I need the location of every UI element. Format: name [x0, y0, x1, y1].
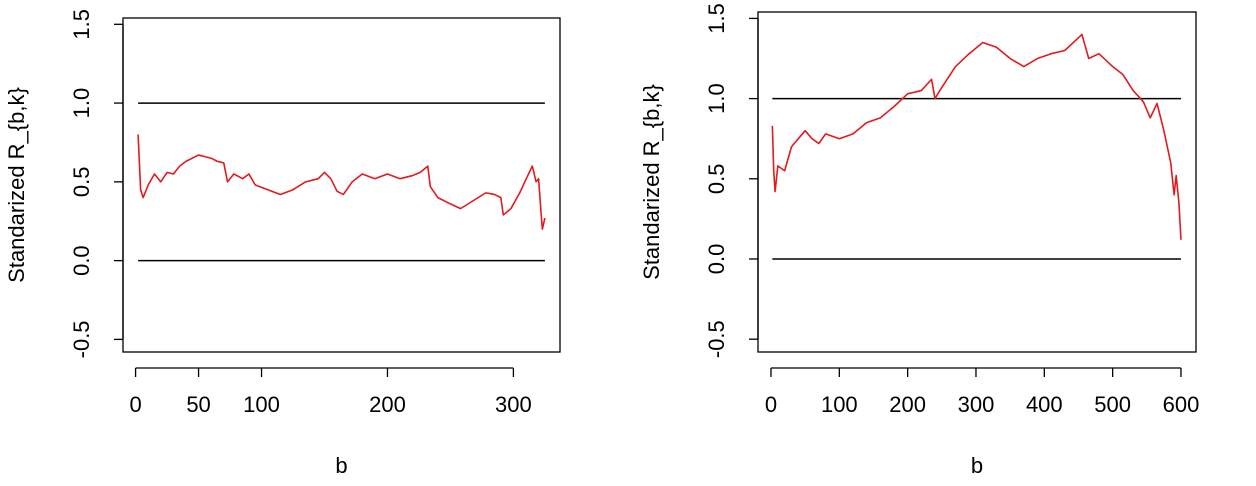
y-tick-label: 1.5 — [69, 9, 94, 40]
x-tick-label: 400 — [1026, 392, 1063, 417]
y-tick-label: 1.5 — [704, 3, 729, 34]
data-line — [137, 134, 546, 230]
x-tick-label: 100 — [821, 392, 858, 417]
x-axis-label: b — [971, 453, 983, 478]
x-tick-label: 50 — [186, 392, 210, 417]
x-axis-label: b — [335, 453, 347, 478]
y-tick-label: -0.5 — [69, 320, 94, 358]
x-tick-label: 300 — [958, 392, 995, 417]
x-tick-label: 100 — [243, 392, 280, 417]
x-tick-label: 600 — [1163, 392, 1200, 417]
data-line — [771, 33, 1182, 240]
y-tick-label: -0.5 — [704, 320, 729, 358]
x-tick-label: 200 — [369, 392, 406, 417]
y-tick-label: 0.5 — [704, 163, 729, 194]
y-tick-label: 1.0 — [704, 83, 729, 114]
y-tick-label: 0.0 — [704, 244, 729, 275]
y-axis-label: Standarized R_{b,k} — [639, 84, 664, 280]
y-tick-label: 0.0 — [69, 245, 94, 276]
plot-frame — [122, 17, 561, 353]
x-tick-label: 500 — [1094, 392, 1131, 417]
plot-frame — [757, 11, 1197, 353]
y-tick-label: 0.5 — [69, 167, 94, 198]
x-tick-label: 200 — [889, 392, 926, 417]
y-tick-label: 1.0 — [69, 88, 94, 119]
x-tick-label: 0 — [129, 392, 141, 417]
x-tick-label: 300 — [495, 392, 532, 417]
y-axis-label: Standarized R_{b,k} — [4, 87, 29, 283]
x-tick-label: 0 — [765, 392, 777, 417]
